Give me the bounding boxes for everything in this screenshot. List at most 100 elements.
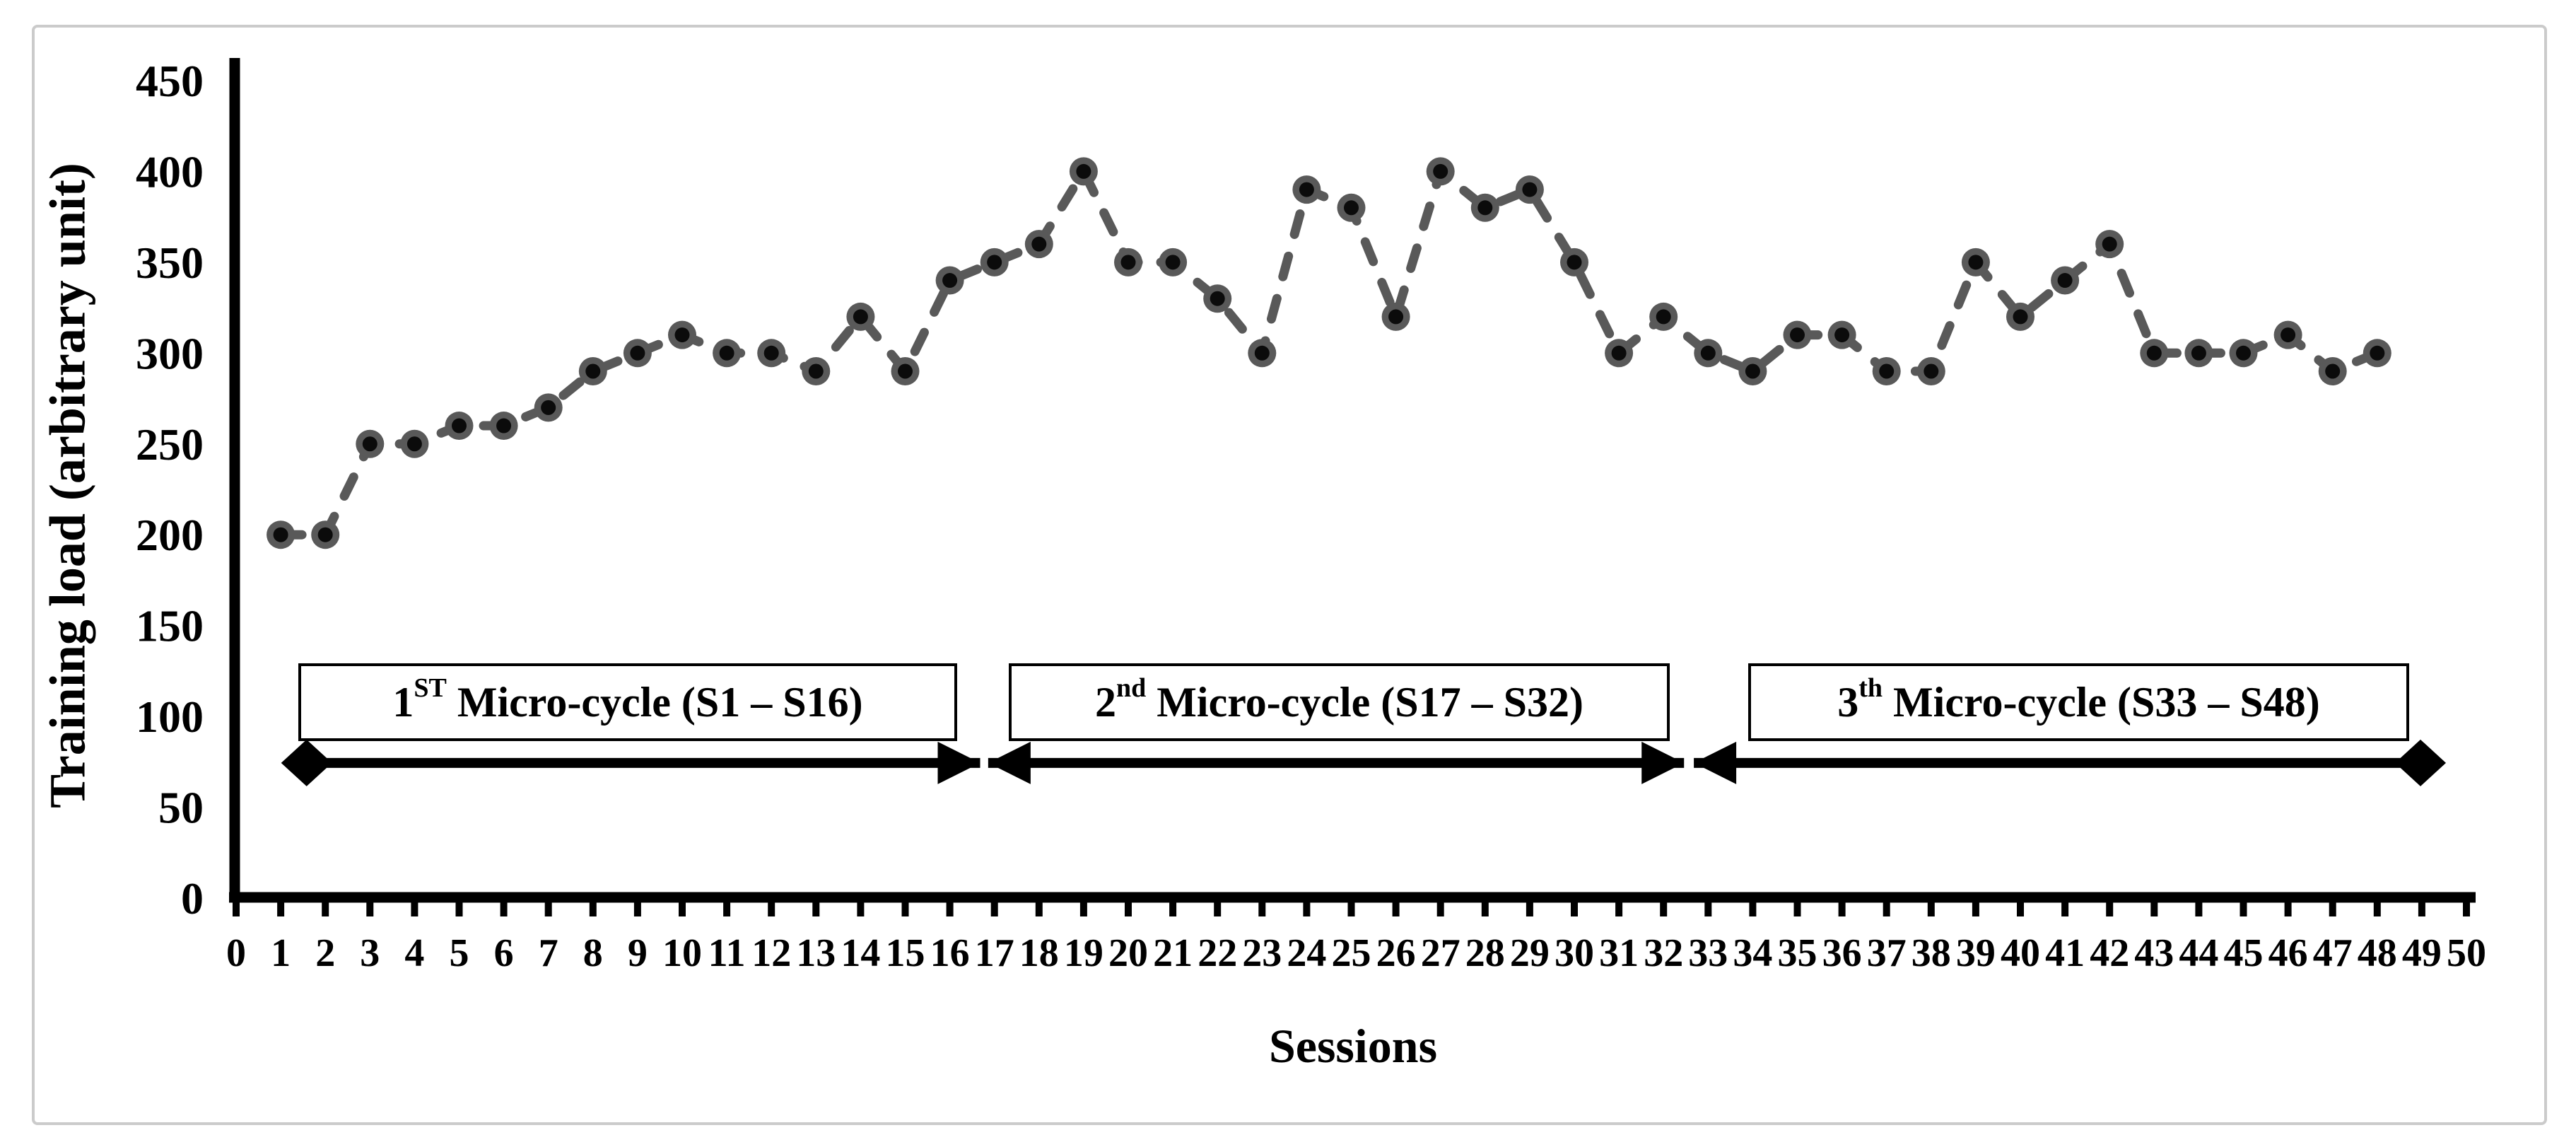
cycle-2-number: 2: [1094, 678, 1116, 726]
x-tick-label: 21: [1153, 931, 1193, 975]
y-tick-label: 50: [158, 783, 204, 833]
data-point: [846, 302, 875, 331]
data-point: [445, 412, 474, 441]
marker-inner: [1477, 200, 1493, 216]
data-point: [980, 248, 1009, 276]
cycle-3-label-text: Micro-cycle (S33 – S48): [1883, 678, 2320, 726]
data-point: [623, 339, 652, 368]
marker-inner: [630, 345, 645, 361]
x-tick-label: 38: [1911, 931, 1951, 975]
data-point: [1694, 339, 1723, 368]
data-point: [757, 339, 786, 368]
data-point: [2363, 339, 2391, 368]
data-point: [1515, 175, 1544, 204]
y-tick-label: 400: [136, 146, 204, 197]
x-tick-label: 37: [1867, 931, 1907, 975]
data-point: [1292, 175, 1321, 204]
cycle-3-ordinal-suffix: th: [1858, 673, 1883, 703]
data-point: [534, 393, 563, 422]
marker-inner: [1254, 345, 1270, 361]
x-tick-label: 44: [2179, 931, 2218, 975]
x-tick-label: 41: [2045, 931, 2085, 975]
y-tick-label: 150: [136, 601, 204, 651]
cycle-3-number: 3: [1837, 678, 1859, 726]
data-point: [1337, 193, 1366, 222]
x-tick-label: 33: [1688, 931, 1728, 975]
marker-inner: [496, 418, 512, 433]
left-arrowhead: [1694, 741, 1737, 784]
data-point: [1024, 230, 1053, 259]
x-tick-label: 30: [1555, 931, 1594, 975]
x-tick-label: 4: [404, 931, 424, 975]
x-tick-label: 31: [1599, 931, 1639, 975]
marker-inner: [1834, 327, 1850, 343]
marker-inner: [541, 400, 556, 415]
x-tick-label: 13: [796, 931, 836, 975]
marker-inner: [898, 363, 913, 379]
x-tick-label: 23: [1242, 931, 1282, 975]
x-tick-label: 48: [2358, 931, 2397, 975]
data-point: [2051, 266, 2080, 295]
x-tick-label: 22: [1198, 931, 1237, 975]
x-tick-label: 43: [2134, 931, 2174, 975]
figure-border: [32, 25, 2547, 1125]
marker-inner: [2057, 273, 2073, 289]
marker-inner: [585, 363, 601, 379]
y-tick-label: 350: [136, 238, 204, 288]
marker-inner: [2281, 327, 2296, 343]
x-tick-label: 18: [1019, 931, 1059, 975]
x-tick-label: 11: [708, 931, 746, 975]
x-tick-label: 6: [494, 931, 514, 975]
data-point: [1203, 284, 1232, 313]
data-point: [356, 429, 385, 458]
cycle-2-label-text: Micro-cycle (S17 – S32): [1146, 678, 1583, 726]
data-point: [802, 356, 831, 385]
data-point: [1605, 339, 1634, 368]
marker-inner: [1790, 327, 1805, 343]
marker-inner: [273, 527, 288, 542]
x-tick-label: 0: [226, 931, 246, 975]
cycle-arrows: [281, 739, 2447, 786]
marker-inner: [1344, 200, 1359, 216]
marker-inner: [1388, 309, 1404, 325]
marker-inner: [808, 363, 824, 379]
x-tick-label: 34: [1733, 931, 1772, 975]
x-tick-label: 3: [360, 931, 380, 975]
data-point: [311, 520, 340, 549]
marker-inner: [1165, 255, 1181, 270]
x-tick-label: 2: [315, 931, 335, 975]
axes: [229, 58, 2476, 903]
data-point: [1649, 302, 1678, 331]
data-point: [2140, 339, 2169, 368]
marker-inner: [674, 327, 690, 343]
x-tick-label: 46: [2268, 931, 2308, 975]
data-point: [2006, 302, 2035, 331]
x-tick-label: 19: [1064, 931, 1103, 975]
marker-inner: [1076, 163, 1091, 179]
marker-inner: [763, 345, 779, 361]
x-tick-label: 36: [1822, 931, 1862, 975]
left-arrowhead: [988, 741, 1031, 784]
marker-inner: [452, 418, 467, 433]
cycle-1-number: 1: [392, 678, 414, 726]
marker-inner: [2236, 345, 2251, 361]
marker-inner: [1522, 182, 1538, 197]
x-tick-label: 7: [539, 931, 558, 975]
cycle-3-arrow: [1694, 739, 2447, 786]
marker-inner: [853, 309, 868, 325]
x-tick-label: 20: [1108, 931, 1148, 975]
marker-inner: [987, 255, 1002, 270]
x-tick-label: 47: [2313, 931, 2353, 975]
x-tick-label: 28: [1465, 931, 1505, 975]
x-tick-label: 50: [2447, 931, 2486, 975]
x-tick-label: 24: [1287, 931, 1326, 975]
marker-inner: [2146, 345, 2162, 361]
marker-inner: [719, 345, 734, 361]
data-point: [2184, 339, 2213, 368]
marker-inner: [1031, 236, 1047, 252]
marker-inner: [1745, 363, 1760, 379]
marker-inner: [317, 527, 333, 542]
x-tick-label: 39: [1956, 931, 1996, 975]
